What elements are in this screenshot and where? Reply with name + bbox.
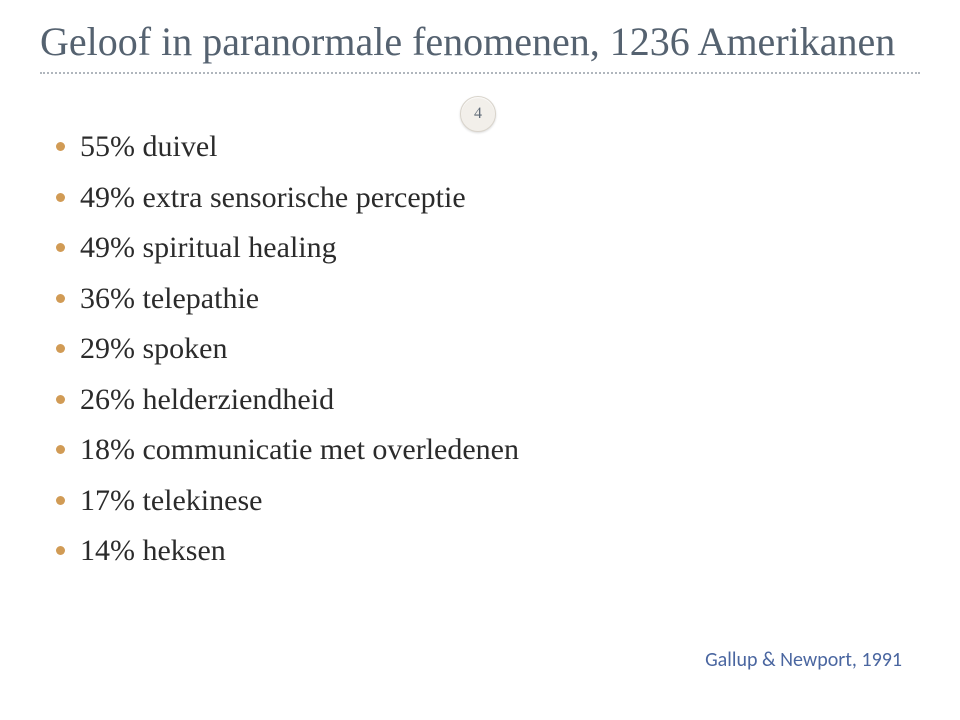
list-item: 49% spiritual healing <box>50 225 920 272</box>
list-item: 29% spoken <box>50 326 920 373</box>
list-item: 36% telepathie <box>50 276 920 323</box>
list-item: 26% helderziendheid <box>50 377 920 424</box>
slide-title: Geloof in paranormale fenomenen, 1236 Am… <box>40 18 920 66</box>
list-item: 14% heksen <box>50 528 920 575</box>
citation: Gallup & Newport, 1991 <box>705 648 902 672</box>
list-item: 17% telekinese <box>50 478 920 525</box>
list-item: 49% extra sensorische perceptie <box>50 175 920 222</box>
divider-wrap <box>40 72 920 74</box>
divider <box>40 72 920 74</box>
page-number: 4 <box>474 105 482 123</box>
slide: Geloof in paranormale fenomenen, 1236 Am… <box>0 0 960 720</box>
list-item: 55% duivel <box>50 124 920 171</box>
list-item: 18% communicatie met overledenen <box>50 427 920 474</box>
content-area: 55% duivel 49% extra sensorische percept… <box>40 124 920 575</box>
bullet-list: 55% duivel 49% extra sensorische percept… <box>50 124 920 575</box>
